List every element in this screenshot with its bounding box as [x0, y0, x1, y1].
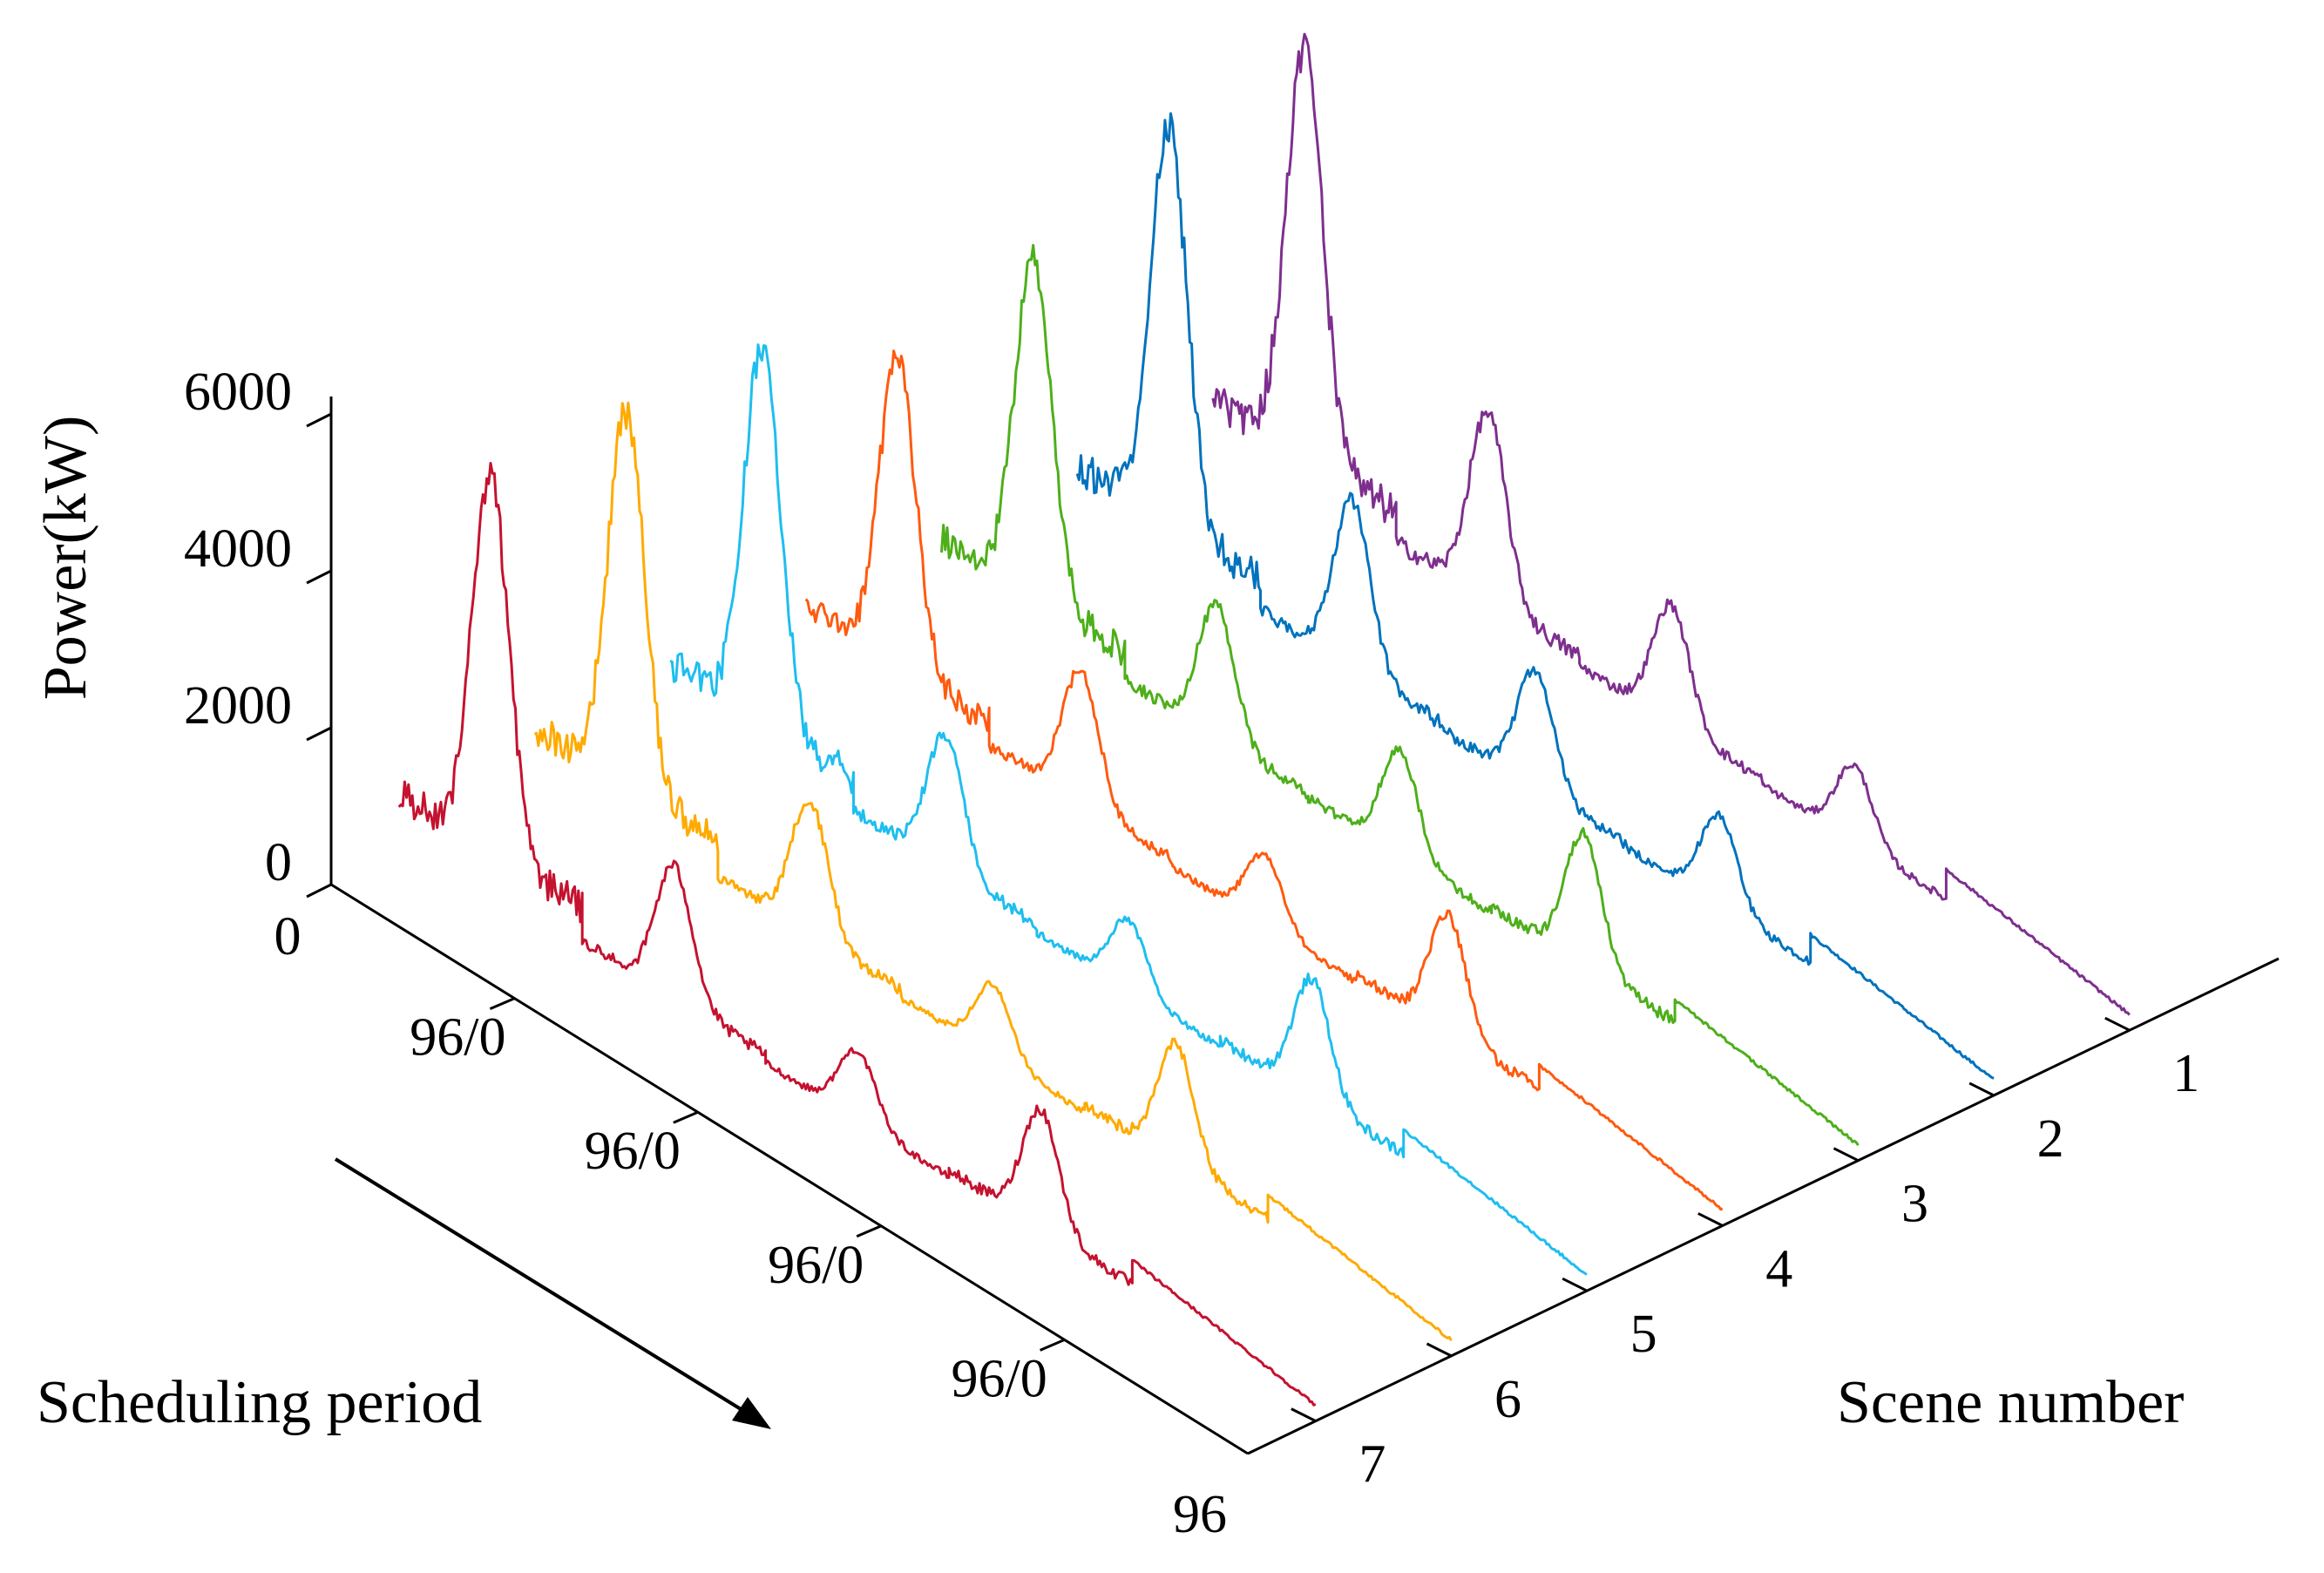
series-line-scene-6	[533, 401, 1453, 1342]
scene-axis-line	[1247, 957, 2280, 1455]
scene-tick	[1291, 1407, 1317, 1422]
scene-tick-label: 6	[1494, 1370, 1521, 1429]
z-axis-label: Power(kW)	[32, 416, 99, 701]
series-line-scene-5	[669, 343, 1588, 1276]
scene-tick-label: 7	[1358, 1435, 1386, 1495]
series-line-scene-3	[940, 243, 1860, 1147]
scene-tick-label: 1	[2172, 1044, 2199, 1103]
period-tick-label: 96/0	[951, 1349, 1047, 1408]
x-axis-label: Scheduling period	[37, 1369, 482, 1436]
period-tick	[856, 1224, 882, 1238]
z-tick	[306, 412, 332, 428]
scene-tick	[1562, 1277, 1588, 1292]
scene-tick-label: 5	[1630, 1305, 1657, 1364]
period-tick	[489, 997, 515, 1010]
period-tick-label: 96/0	[768, 1236, 864, 1295]
period-tick-label: 0	[274, 907, 302, 966]
period-tick-label: 96	[1173, 1485, 1227, 1544]
scene-tick-label: 4	[1765, 1239, 1792, 1298]
z-tick	[306, 726, 332, 742]
scene-tick	[2104, 1016, 2131, 1032]
scene-tick-label: 2	[2037, 1109, 2064, 1169]
period-tick	[673, 1110, 699, 1124]
scene-tick	[1697, 1212, 1724, 1227]
z-tick	[306, 883, 332, 898]
series-line-scene-1	[1211, 32, 2131, 1016]
axes-group	[306, 397, 2280, 1455]
period-tick-label: 96/0	[585, 1122, 681, 1181]
series-line-scene-4	[804, 349, 1724, 1211]
z-tick	[306, 569, 332, 585]
scene-tick	[1833, 1147, 1860, 1163]
z-tick-label: 6000	[184, 363, 292, 422]
z-tick-label: 2000	[184, 676, 292, 736]
period-tick-label: 96/0	[410, 1008, 505, 1068]
arrow-head-icon	[732, 1397, 771, 1429]
labels-group: Power(kW) Scheduling period Scene number…	[32, 363, 2199, 1544]
scene-tick	[1968, 1081, 1995, 1097]
scene-tick	[1426, 1342, 1453, 1358]
period-tick	[1040, 1339, 1066, 1352]
series-line-scene-7	[397, 462, 1317, 1407]
z-tick-label: 4000	[184, 519, 292, 579]
scene-tick-label: 3	[1901, 1175, 1928, 1234]
period-axis-line	[330, 883, 1249, 1455]
y-axis-label: Scene number	[1837, 1369, 2184, 1436]
period-direction-arrow	[334, 1157, 747, 1414]
z-tick-label: 0	[265, 833, 292, 892]
series-line-scene-2	[1075, 112, 1995, 1080]
series-group	[397, 32, 2131, 1407]
